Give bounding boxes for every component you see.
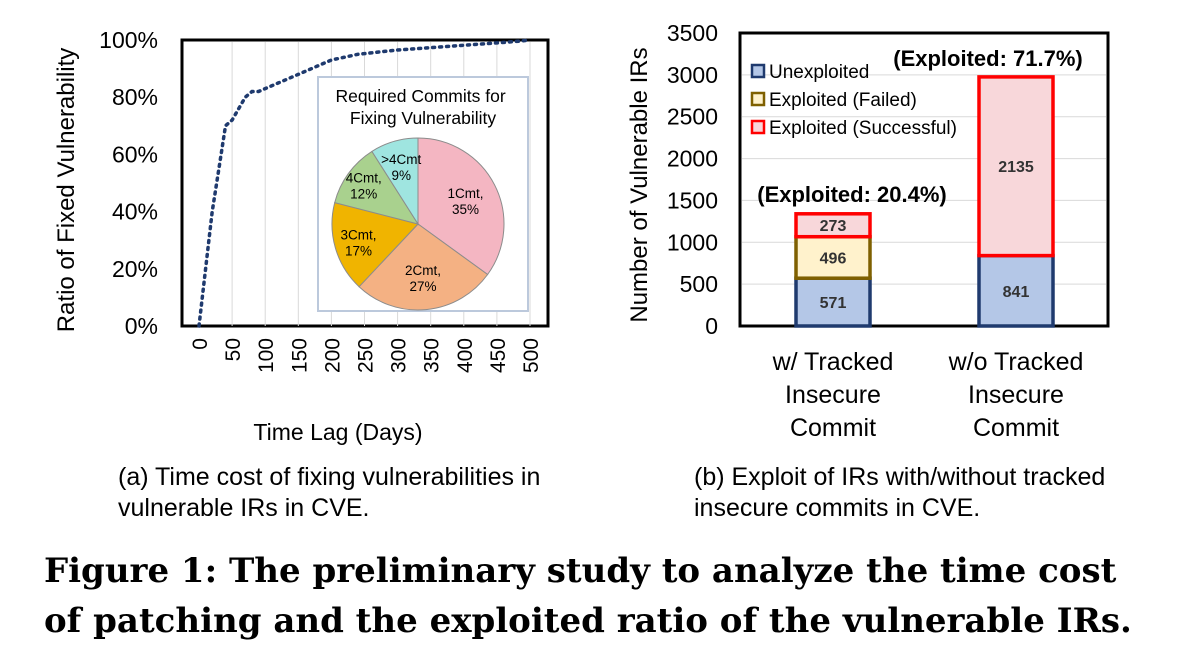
legend-swatch	[750, 119, 766, 135]
pie-slice	[417, 137, 505, 276]
y-axis-label-b: Number of Vulnerable IRs	[626, 47, 653, 322]
caption-a: (a) Time cost of fixing vulnerabilities …	[118, 463, 541, 522]
y-tick-label: 500	[680, 271, 718, 297]
y-tick-label: 1500	[667, 187, 718, 213]
pie-slice-pct: 27%	[409, 279, 436, 294]
pie-slice-label: 4Cmt, 12%	[346, 171, 382, 202]
bar-segment	[977, 75, 1055, 258]
y-tick-label: 3000	[667, 62, 718, 88]
x-tick-label: 200	[321, 338, 344, 373]
pie-slice-label: 1Cmt, 35%	[447, 186, 483, 217]
category-label-line: Insecure	[968, 381, 1064, 409]
x-tick-label: 250	[355, 338, 378, 373]
y-tick-label: 2000	[667, 146, 718, 172]
category-label: w/o Tracked Insecure Commit	[948, 348, 1084, 442]
pie-slice	[358, 223, 489, 311]
chart-b-exploit: 0 500 1000 1500 2000 2500 3000 3500 571 496 273 84…	[626, 20, 1110, 442]
category-label-line: w/o Tracked	[948, 348, 1084, 376]
pie-labels: 1Cmt, 35%2Cmt, 27%3Cmt, 17%4Cmt, 12%>4Cmt 9%	[340, 152, 483, 294]
pie-slice	[334, 150, 420, 225]
x-tick-labels-a: 0 50 100 150 200 250 300 350 400 450 500	[189, 338, 543, 373]
y-tick-label: 100%	[99, 27, 158, 53]
bar-value-label: 841	[1003, 284, 1030, 301]
y-tick-label: 1000	[667, 229, 718, 255]
category-labels-b: w/ Tracked Insecure Commit w/o Tracked Insec…	[772, 348, 1084, 442]
x-tick-label: 150	[288, 338, 311, 373]
x-tick-label: 300	[388, 338, 411, 373]
pie-slice-pct: 35%	[452, 202, 479, 217]
legend-label: Unexploited	[769, 62, 869, 83]
pie-slice-name: 2Cmt,	[405, 263, 441, 278]
annotation-exploited-w: (Exploited: 20.4%)	[757, 182, 946, 207]
stacked-bars: 571 496 273 841 2135	[794, 75, 1055, 328]
legend-swatch	[750, 63, 766, 79]
caption-b: (b) Exploit of IRs with/without tracked …	[694, 463, 1106, 522]
pie-slices	[331, 137, 505, 311]
y-tick-label: 20%	[112, 256, 158, 282]
bar-value-label: 2135	[998, 159, 1034, 176]
y-tick-label: 60%	[112, 141, 158, 167]
pie-slice-name: 1Cmt,	[447, 186, 483, 201]
pie-slice-name: 3Cmt,	[340, 227, 376, 242]
annotation-exploited-wo: (Exploited: 71.7%)	[893, 46, 1082, 71]
bar-segment	[794, 212, 872, 239]
pie-slice	[371, 137, 419, 226]
x-tick-label: 500	[520, 338, 543, 373]
chart-a-time-lag: 0% 20% 40% 60% 80% 100% 0 50 100 150 200 250 300 350…	[53, 27, 550, 445]
figure-title: Figure 1: The preliminary study to analy…	[44, 551, 1132, 641]
category-label-line: Insecure	[785, 381, 881, 409]
x-tick-label: 450	[487, 338, 510, 373]
x-tick-label: 50	[222, 338, 245, 361]
pie-slice-name: 4Cmt,	[346, 171, 382, 186]
bar-value-label: 496	[820, 250, 847, 267]
y-tick-label: 0	[705, 313, 718, 339]
pie-slice-name: >4Cmt	[381, 152, 421, 167]
y-tick-label: 40%	[112, 199, 158, 225]
pie-inset: Required Commits for Fixing Vulnerabilit…	[317, 76, 529, 312]
legend-b: Unexploited Exploited (Failed) Exploited (…	[750, 62, 957, 139]
y-tick-labels-a: 0% 20% 40% 60% 80% 100%	[99, 27, 158, 339]
category-label-line: Commit	[790, 414, 876, 442]
figure: 0% 20% 40% 60% 80% 100% 0 50 100 150 200 250 300 350…	[53, 20, 1110, 445]
pie-title-line-2: Fixing Vulnerability	[350, 108, 496, 128]
pie-slice-pct: 12%	[350, 187, 377, 202]
category-label-line: Commit	[973, 414, 1059, 442]
pie-slice-label: >4Cmt 9%	[381, 152, 421, 183]
x-tick-label: 100	[255, 338, 278, 373]
y-tick-label: 80%	[112, 84, 158, 110]
x-tick-label: 400	[454, 338, 477, 373]
bar-value-label: 273	[820, 218, 847, 235]
y-tick-label: 2500	[667, 104, 718, 130]
y-axis-label-a: Ratio of Fixed Vulnerability	[53, 48, 80, 333]
pie-title-line-1: Required Commits for	[335, 86, 505, 106]
x-axis-label-a: Time Lag (Days)	[253, 419, 422, 445]
bar-value-label: 571	[820, 295, 847, 312]
x-tick-label: 350	[421, 338, 444, 373]
pie-slice-pct: 9%	[391, 168, 411, 183]
fixed-ratio-line	[197, 38, 532, 328]
pie-slice	[331, 201, 419, 288]
pie-slice-label: 2Cmt, 27%	[405, 263, 441, 294]
bar-segment	[977, 253, 1055, 328]
bar-segment	[794, 276, 872, 328]
y-tick-labels-b: 0 500 1000 1500 2000 2500 3000 3500	[667, 20, 718, 339]
legend-swatch	[750, 91, 766, 107]
category-label: w/ Tracked Insecure Commit	[772, 348, 894, 442]
pie-slice-pct: 17%	[345, 243, 372, 258]
y-tick-label: 0%	[125, 313, 158, 339]
legend-label: Exploited (Failed)	[769, 90, 917, 111]
legend-label: Exploited (Successful)	[769, 118, 957, 139]
pie-title: Required Commits for Fixing Vulnerabilit…	[335, 86, 510, 128]
pie-slice-label: 3Cmt, 17%	[340, 227, 376, 258]
category-label-line: w/ Tracked	[772, 348, 894, 376]
y-tick-label: 3500	[667, 20, 718, 46]
x-tick-label: 0	[189, 338, 212, 350]
